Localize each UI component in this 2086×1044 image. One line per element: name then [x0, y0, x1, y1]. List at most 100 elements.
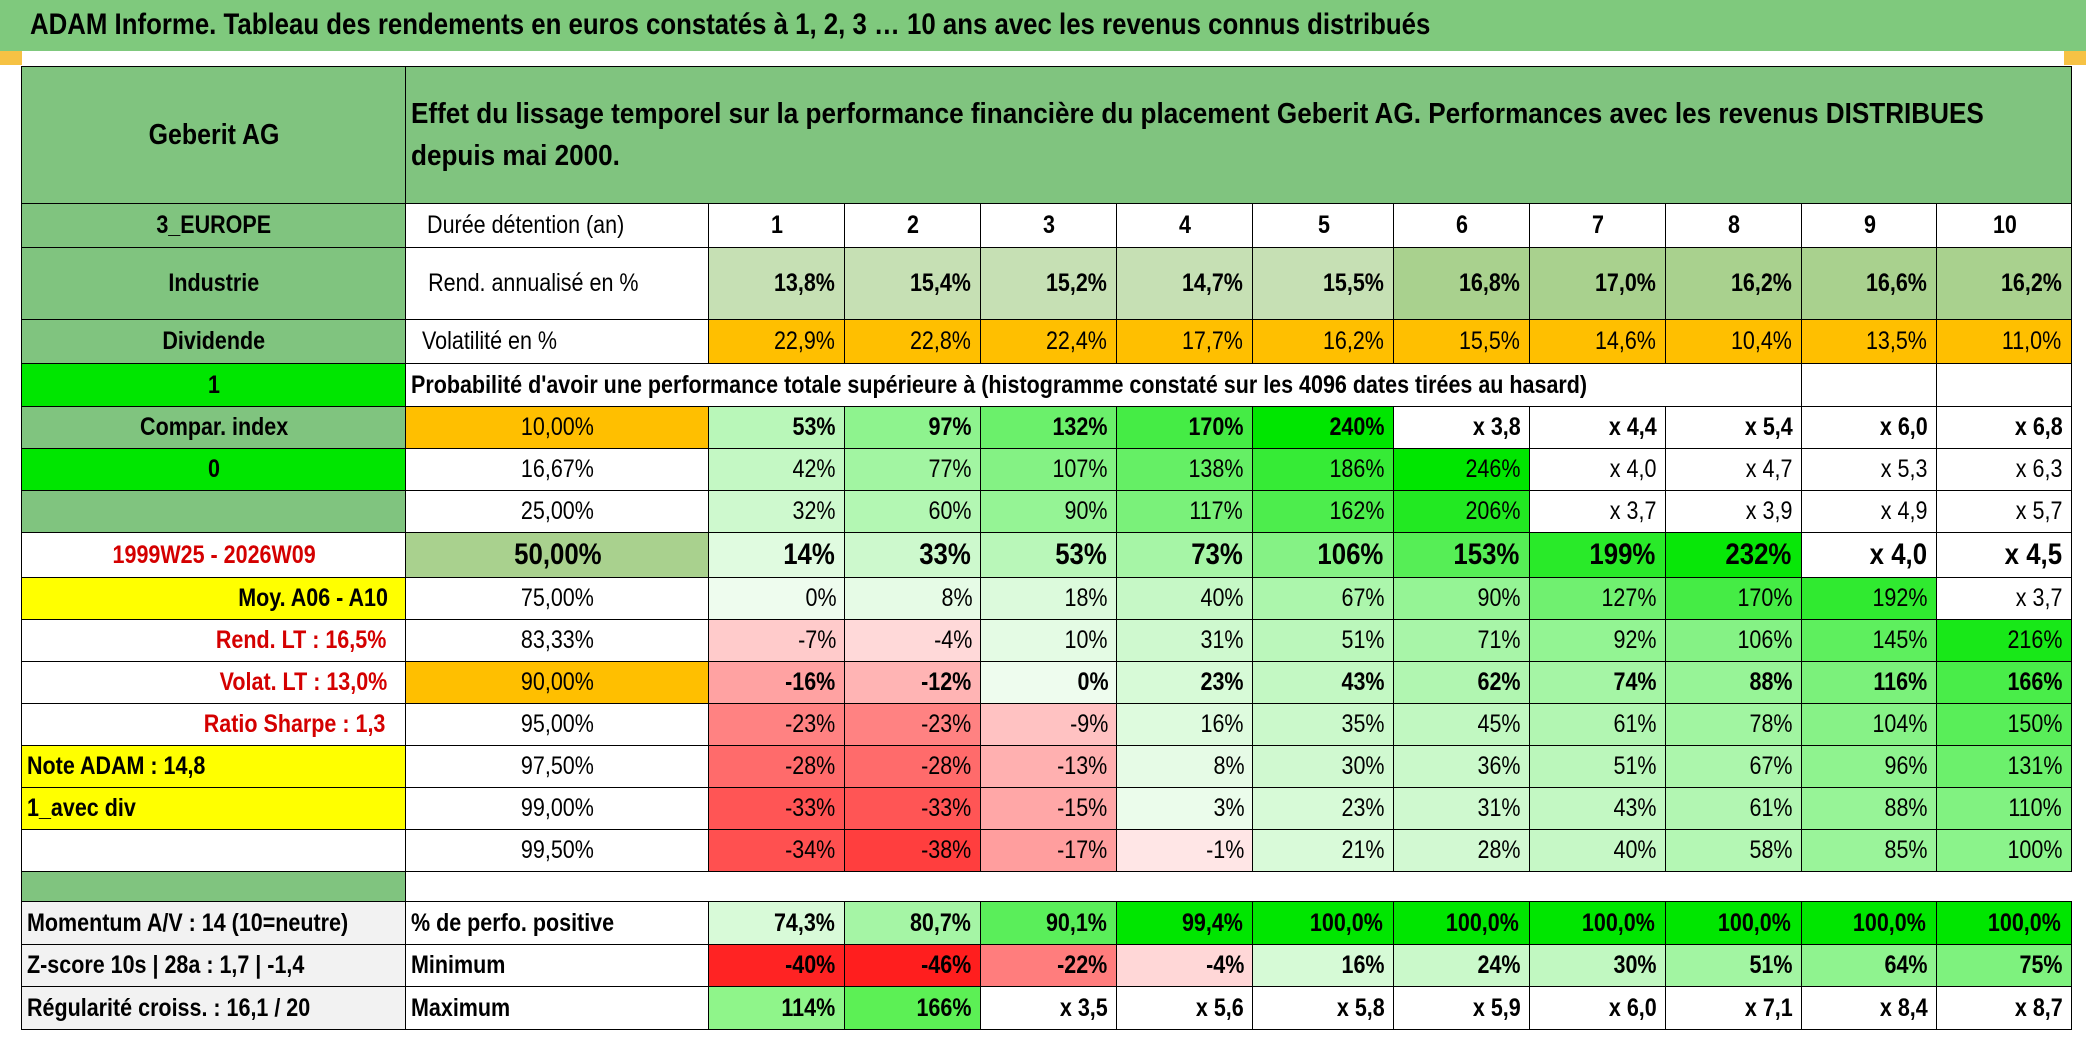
prob-value: 8% — [1116, 745, 1254, 788]
prob-value-text: -16% — [785, 668, 836, 696]
year-header-text: 7 — [1591, 211, 1604, 239]
probability-level-text: 75,00% — [520, 584, 594, 612]
min-value-text: 24% — [1477, 951, 1521, 979]
prob-value-text: 51% — [1613, 752, 1657, 780]
prob-value-text: 61% — [1749, 794, 1793, 822]
prob-value: 138% — [1116, 448, 1254, 491]
years-label: Durée détention (an) — [405, 203, 710, 248]
left-label-text: 1_avec div — [27, 794, 136, 822]
prob-value-text: 0% — [1077, 668, 1109, 696]
vol-value-text: 22,9% — [773, 327, 835, 355]
prob-row: Note ADAM : 14,8 97,50% -28% -28% -13% 8% 30% 3… — [20, 745, 2073, 788]
prob-value-text: 90% — [1064, 497, 1108, 525]
prob-value-text: 35% — [1341, 710, 1385, 738]
prob-value-text: 74% — [1613, 668, 1657, 696]
prob-value: x 5,3 — [1801, 448, 1938, 491]
prob-value-text: -33% — [921, 794, 972, 822]
prob-row: Rend. LT : 16,5% 83,33% -7% -4% 10% 31% 51% 71%… — [20, 619, 2073, 662]
probability-level: 10,00% — [405, 406, 710, 449]
prob-value-text: 62% — [1477, 668, 1521, 696]
probability-level-text: 97,50% — [520, 752, 594, 780]
prob-value-text: 153% — [1453, 538, 1520, 571]
prob-row: Moy. A06 - A10 75,00% 0% 8% 18% 40% 67% 90% 127%… — [20, 577, 2073, 620]
probability-level-text: 16,67% — [520, 455, 594, 483]
zscore-label: Z-score 10s | 28a : 1,7 | -1,4 — [20, 944, 407, 987]
prob-value-text: 162% — [1328, 497, 1384, 525]
prob-value-text: 166% — [2006, 668, 2062, 696]
max-value: x 3,5 — [980, 986, 1118, 1030]
left-label: 1_avec div — [20, 787, 407, 830]
rend-value: 15,4% — [844, 247, 982, 320]
prob-value-text: x 5,3 — [1881, 455, 1928, 483]
prob-value: 153% — [1393, 532, 1531, 578]
prob-value: 10% — [980, 619, 1118, 662]
prob-value: 131% — [1936, 745, 2073, 788]
prob-value-text: 43% — [1613, 794, 1657, 822]
prob-value: 100% — [1936, 829, 2073, 872]
pos-value: 99,4% — [1116, 901, 1254, 945]
prob-value: -4% — [844, 619, 982, 662]
prob-value-text: 150% — [2006, 710, 2062, 738]
year-header: 10 — [1936, 203, 2073, 248]
prob-value: 240% — [1252, 406, 1395, 449]
prob-value: 67% — [1665, 745, 1803, 788]
prob-value: 166% — [1936, 661, 2073, 704]
max-label-text: Maximum — [411, 993, 511, 1022]
prob-value: 106% — [1665, 619, 1803, 662]
prob-value: x 6,0 — [1801, 406, 1938, 449]
probability-level: 75,00% — [405, 577, 710, 620]
pos-value-text: 100,0% — [1987, 908, 2061, 937]
prob-value-text: 33% — [919, 538, 972, 571]
min-value: 64% — [1801, 944, 1938, 987]
prob-value-text: 30% — [1341, 752, 1385, 780]
prob-value: 106% — [1252, 532, 1395, 578]
table-header-text-text: Effet du lissage temporel sur la perform… — [411, 97, 1985, 172]
max-value: 114% — [708, 986, 846, 1030]
prob-value-text: 131% — [2006, 752, 2062, 780]
prob-value-text: 88% — [1884, 794, 1928, 822]
prob-value: 107% — [980, 448, 1118, 491]
prob-value: 43% — [1529, 787, 1667, 830]
pos-label: % de perfo. positive — [405, 901, 710, 945]
min-value-text: -40% — [785, 951, 836, 979]
left-label-text: Ratio Sharpe : 1,3 — [204, 710, 386, 738]
prob-value-text: 170% — [1736, 584, 1792, 612]
prob-value: 51% — [1252, 619, 1395, 662]
prob-value-text: 21% — [1341, 836, 1385, 864]
prob-value-text: x 3,7 — [1610, 497, 1657, 525]
prob-value-text: x 3,9 — [1746, 497, 1793, 525]
prob-value: -34% — [708, 829, 846, 872]
prob-value: -23% — [844, 703, 982, 746]
prob-value-text: 31% — [1200, 626, 1244, 654]
prob-value-text: -9% — [1070, 710, 1109, 738]
left-label-text: Volat. LT : 13,0% — [219, 668, 387, 696]
rend-value-text: 16,6% — [1865, 269, 1927, 297]
dividend-label-text: Dividende — [162, 327, 266, 355]
pos-value-text: 90,1% — [1045, 908, 1107, 937]
left-label-text: Moy. A06 - A10 — [238, 584, 389, 612]
prob-value-text: x 4,0 — [1610, 455, 1657, 483]
pos-value: 100,0% — [1801, 901, 1938, 945]
prob-value: 199% — [1529, 532, 1667, 578]
vol-value: 14,6% — [1529, 319, 1667, 364]
prob-value: x 4,0 — [1801, 532, 1938, 578]
prob-value: 206% — [1393, 490, 1531, 533]
prob-value-text: 60% — [928, 497, 972, 525]
prob-value: 88% — [1665, 661, 1803, 704]
prob-value-text: 67% — [1341, 584, 1385, 612]
prob-value-text: 58% — [1749, 836, 1793, 864]
prob-value-text: 232% — [1725, 538, 1792, 571]
prob-value: -33% — [708, 787, 846, 830]
prob-value: 36% — [1393, 745, 1531, 788]
prob-value-text: -38% — [921, 836, 972, 864]
prob-value: 16% — [1116, 703, 1254, 746]
prob-value-text: x 5,4 — [1744, 413, 1793, 441]
year-header-text: 2 — [906, 211, 919, 239]
prob-value: x 4,9 — [1801, 490, 1938, 533]
vol-value: 16,2% — [1252, 319, 1395, 364]
left-label: Moy. A06 - A10 — [20, 577, 407, 620]
prob-row: 25,00% 32% 60% 90% 117% 162% 206% x 3,7 x 3,9 x 4… — [20, 490, 2073, 533]
prob-value: 14% — [708, 532, 846, 578]
prob-value: 96% — [1801, 745, 1938, 788]
prob-value-text: -33% — [785, 794, 836, 822]
